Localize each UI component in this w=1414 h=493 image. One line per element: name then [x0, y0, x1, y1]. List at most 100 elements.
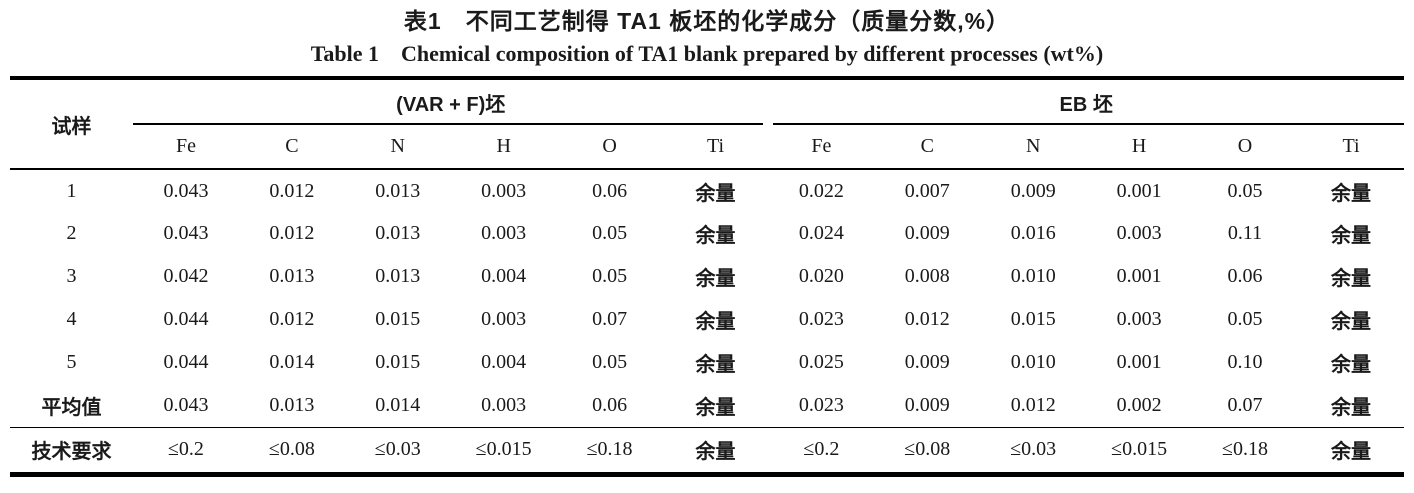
composition-value: 余量	[695, 182, 736, 205]
sample-data-row: 5 0.044 0.014 0.015 0.004 0.05 余量 0.025 0.009 0.0…	[10, 341, 1404, 384]
composition-value: 0.004	[481, 351, 527, 373]
composition-value: 0.003	[481, 179, 527, 202]
column-header-ti: Ti	[662, 125, 769, 170]
composition-value: 0.012	[1010, 393, 1056, 416]
composition-value: 0.013	[375, 222, 421, 244]
composition-value: 0.001	[1116, 179, 1162, 202]
composition-value: 0.014	[375, 393, 421, 416]
composition-value: 0.015	[375, 308, 421, 330]
composition-value: 余量	[1330, 311, 1371, 333]
composition-value: 0.009	[904, 393, 950, 416]
composition-value: 0.003	[1116, 308, 1162, 330]
table-header: 试样 (VAR + F)坯 EB 坯 Fe C N H O Ti Fe C N …	[10, 78, 1404, 170]
composition-value: ≤0.2	[133, 426, 239, 474]
composition-value: 0.003	[481, 308, 527, 330]
group-header-eb: EB 坯	[768, 78, 1404, 125]
composition-value: 0.003	[481, 222, 527, 244]
composition-value: 0.009	[904, 222, 950, 244]
composition-value: 0.044	[163, 308, 209, 330]
composition-value: 0.07	[1227, 393, 1263, 416]
caption-english: Table 1 Chemical composition of TA1 blan…	[310, 41, 1104, 66]
composition-value: 0.010	[1010, 265, 1056, 287]
composition-value: 0.004	[481, 265, 527, 287]
composition-value: 0.012	[269, 308, 315, 330]
composition-value: 0.009	[1010, 179, 1056, 202]
composition-value: 0.022	[798, 179, 844, 202]
column-header-sample: 试样	[10, 78, 133, 170]
composition-value: 0.043	[163, 222, 209, 244]
column-header-h: H	[450, 125, 557, 170]
composition-value: 0.001	[1116, 351, 1162, 373]
composition-value: 0.042	[163, 265, 209, 287]
composition-value: 0.015	[1010, 308, 1056, 330]
composition-value: 余量	[1330, 396, 1371, 419]
composition-value: 0.015	[375, 351, 421, 373]
composition-value: 0.10	[1227, 351, 1263, 373]
row-label: 3	[66, 265, 77, 287]
composition-value: 0.012	[904, 308, 950, 330]
column-header-c: C	[238, 125, 345, 170]
caption-chinese: 表1 不同工艺制得 TA1 板坯的化学成分（质量分数,%）	[403, 8, 1011, 34]
composition-value: 0.003	[1116, 222, 1162, 244]
composition-value: 0.013	[375, 179, 421, 202]
composition-value: 0.05	[1227, 179, 1263, 202]
element-header-row: Fe C N H O Ti Fe C N H O Ti	[10, 125, 1404, 170]
composition-value: 余量	[1297, 426, 1404, 474]
column-header-c: C	[874, 125, 981, 170]
composition-value: 余量	[1330, 182, 1371, 205]
composition-value: 0.013	[269, 393, 315, 416]
composition-value: 0.025	[798, 351, 844, 373]
sample-data-row: 4 0.044 0.012 0.015 0.003 0.07 余量 0.023 0.012 0.0…	[10, 298, 1404, 341]
group-header-row: 试样 (VAR + F)坯 EB 坯	[10, 78, 1404, 170]
composition-value: 0.06	[1227, 265, 1263, 287]
composition-value: 0.07	[592, 308, 628, 330]
composition-value: 余量	[1330, 268, 1371, 290]
group-header-var-f: (VAR + F)坯	[133, 78, 768, 125]
column-header-o: O	[556, 125, 663, 170]
column-header-o: O	[1192, 125, 1298, 170]
composition-value: 0.010	[1010, 351, 1056, 373]
composition-value: 0.016	[1010, 222, 1056, 244]
composition-value: ≤0.015	[1086, 426, 1193, 474]
composition-value: ≤0.03	[980, 426, 1087, 474]
composition-value: 余量	[1330, 225, 1371, 247]
composition-value: 0.05	[1227, 308, 1263, 330]
composition-value: 0.024	[798, 222, 844, 244]
composition-value: 余量	[1330, 354, 1371, 376]
composition-value: 0.012	[269, 179, 315, 202]
composition-value: 0.003	[481, 393, 527, 416]
sample-data-row: 2 0.043 0.012 0.013 0.003 0.05 余量 0.024 0.009 0.0…	[10, 212, 1404, 255]
sample-data-row: 平均值 0.043 0.013 0.014 0.003 0.06 余量 0.023 0.009 0…	[10, 384, 1404, 427]
composition-value: 余量	[695, 268, 736, 290]
composition-value: 余量	[695, 354, 736, 376]
composition-value: 0.023	[798, 308, 844, 330]
composition-value: 0.044	[163, 351, 209, 373]
composition-value: 0.013	[269, 265, 315, 287]
composition-value: ≤0.08	[238, 426, 345, 474]
chemical-composition-table: 试样 (VAR + F)坯 EB 坯 Fe C N H O Ti Fe C N …	[10, 76, 1404, 477]
composition-value: ≤0.18	[1192, 426, 1298, 474]
composition-value: 0.014	[269, 351, 315, 373]
composition-value: ≤0.03	[344, 426, 451, 474]
composition-value: 0.012	[269, 222, 315, 244]
composition-value: 0.008	[904, 265, 950, 287]
column-header-ti: Ti	[1297, 125, 1404, 170]
row-label: 1	[66, 179, 77, 202]
composition-value: ≤0.015	[450, 426, 557, 474]
row-label: 平均值	[41, 396, 102, 419]
composition-value: 0.043	[163, 393, 209, 416]
composition-value: 0.06	[592, 393, 628, 416]
composition-value: 余量	[695, 311, 736, 333]
composition-value: 0.009	[904, 351, 950, 373]
composition-value: 0.023	[798, 393, 844, 416]
row-label: 4	[66, 308, 77, 330]
column-header-h: H	[1086, 125, 1193, 170]
column-header-fe: Fe	[768, 125, 875, 170]
composition-value: ≤0.18	[556, 426, 663, 474]
row-label: 5	[66, 351, 77, 373]
composition-value: 0.043	[163, 179, 209, 202]
row-label: 技术要求	[10, 426, 133, 474]
column-header-n: N	[980, 125, 1087, 170]
composition-value: 余量	[662, 426, 769, 474]
composition-value: 0.002	[1116, 393, 1162, 416]
